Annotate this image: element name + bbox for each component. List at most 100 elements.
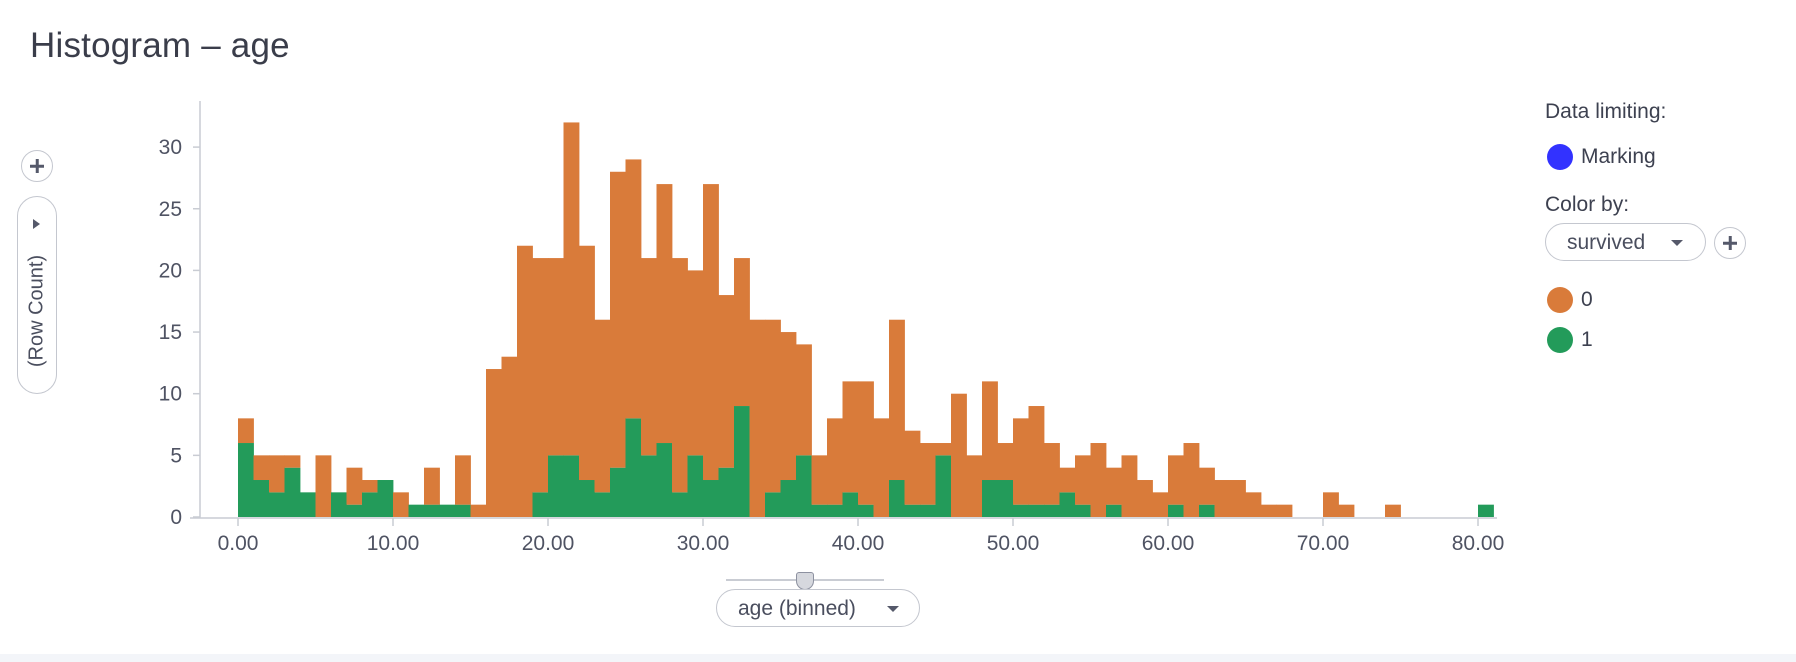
bar-survived-0[interactable] bbox=[455, 455, 471, 505]
bar-survived-0[interactable] bbox=[517, 245, 533, 518]
bar-survived-0[interactable] bbox=[672, 258, 688, 493]
bar-survived-0[interactable] bbox=[935, 443, 952, 456]
bar-survived-1[interactable] bbox=[269, 492, 285, 517]
bar-survived-0[interactable] bbox=[470, 504, 487, 517]
marking-label[interactable]: Marking bbox=[1581, 145, 1656, 168]
bar-survived-0[interactable] bbox=[486, 369, 502, 517]
bar-survived-0[interactable] bbox=[1261, 504, 1277, 517]
bar-survived-1[interactable] bbox=[563, 455, 580, 517]
bar-survived-1[interactable] bbox=[594, 492, 611, 517]
bar-survived-0[interactable] bbox=[393, 492, 409, 517]
bar-survived-0[interactable] bbox=[920, 443, 936, 505]
bar-survived-1[interactable] bbox=[439, 504, 456, 517]
bar-survived-1[interactable] bbox=[982, 480, 998, 517]
bar-survived-0[interactable] bbox=[269, 455, 285, 493]
bar-survived-0[interactable] bbox=[842, 381, 859, 493]
bar-survived-0[interactable] bbox=[703, 184, 719, 481]
bar-survived-0[interactable] bbox=[1152, 492, 1169, 517]
bar-survived-1[interactable] bbox=[408, 504, 425, 517]
bar-survived-1[interactable] bbox=[579, 480, 595, 517]
bar-survived-0[interactable] bbox=[1199, 467, 1215, 505]
bar-survived-0[interactable] bbox=[1276, 504, 1293, 517]
bar-survived-0[interactable] bbox=[501, 356, 518, 517]
bar-survived-0[interactable] bbox=[346, 467, 363, 505]
bar-survived-0[interactable] bbox=[548, 258, 564, 456]
bar-survived-0[interactable] bbox=[966, 455, 983, 517]
bar-survived-1[interactable] bbox=[362, 492, 378, 517]
bar-survived-1[interactable] bbox=[858, 504, 874, 517]
bin-slider-handle[interactable] bbox=[796, 572, 814, 590]
bar-survived-0[interactable] bbox=[827, 418, 843, 505]
bar-survived-0[interactable] bbox=[594, 319, 611, 493]
bar-survived-0[interactable] bbox=[718, 295, 735, 468]
bar-survived-0[interactable] bbox=[1013, 418, 1029, 505]
bar-survived-1[interactable] bbox=[1106, 504, 1122, 517]
bar-survived-0[interactable] bbox=[889, 319, 905, 481]
bar-survived-1[interactable] bbox=[1044, 504, 1060, 517]
bar-survived-1[interactable] bbox=[346, 504, 363, 517]
bar-survived-1[interactable] bbox=[1168, 504, 1184, 517]
bar-survived-0[interactable] bbox=[563, 122, 580, 456]
bar-survived-1[interactable] bbox=[780, 480, 797, 517]
bar-survived-0[interactable] bbox=[1059, 467, 1076, 493]
bar-survived-1[interactable] bbox=[300, 492, 316, 517]
bar-survived-1[interactable] bbox=[1075, 504, 1091, 517]
bar-survived-0[interactable] bbox=[796, 344, 812, 456]
bar-survived-0[interactable] bbox=[284, 455, 301, 468]
bar-survived-0[interactable] bbox=[532, 258, 549, 493]
bar-survived-0[interactable] bbox=[656, 184, 673, 444]
bar-survived-0[interactable] bbox=[951, 393, 967, 517]
bar-survived-1[interactable] bbox=[1013, 504, 1029, 517]
bar-survived-0[interactable] bbox=[1385, 504, 1401, 517]
bar-survived-1[interactable] bbox=[687, 455, 704, 517]
bar-survived-1[interactable] bbox=[455, 504, 471, 517]
bar-survived-0[interactable] bbox=[1075, 455, 1091, 505]
bar-survived-0[interactable] bbox=[1168, 455, 1184, 505]
bar-survived-0[interactable] bbox=[1323, 492, 1339, 517]
bar-survived-1[interactable] bbox=[889, 480, 905, 517]
bar-survived-0[interactable] bbox=[997, 443, 1014, 481]
bar-survived-1[interactable] bbox=[997, 480, 1014, 517]
x-axis-selector[interactable]: age (binned) bbox=[716, 589, 920, 627]
bar-survived-1[interactable] bbox=[796, 455, 812, 517]
add-color-button[interactable] bbox=[1714, 227, 1746, 259]
bar-survived-1[interactable] bbox=[1478, 504, 1494, 517]
bar-survived-0[interactable] bbox=[1090, 443, 1107, 517]
bar-survived-0[interactable] bbox=[982, 381, 998, 481]
bar-survived-1[interactable] bbox=[920, 504, 936, 517]
bar-survived-0[interactable] bbox=[904, 430, 921, 505]
bar-survived-1[interactable] bbox=[703, 480, 719, 517]
bar-survived-0[interactable] bbox=[610, 171, 626, 468]
bar-survived-0[interactable] bbox=[1214, 480, 1231, 517]
bar-survived-0[interactable] bbox=[749, 319, 766, 517]
bar-survived-1[interactable] bbox=[656, 443, 673, 517]
bar-survived-1[interactable] bbox=[253, 480, 270, 517]
bar-survived-0[interactable] bbox=[1245, 492, 1262, 517]
bar-survived-0[interactable] bbox=[641, 258, 657, 456]
bar-survived-1[interactable] bbox=[238, 443, 254, 517]
bar-survived-1[interactable] bbox=[1028, 504, 1045, 517]
bar-survived-0[interactable] bbox=[1106, 467, 1122, 505]
bar-survived-1[interactable] bbox=[672, 492, 688, 517]
bar-survived-0[interactable] bbox=[253, 455, 270, 481]
color-by-select[interactable]: survived bbox=[1545, 223, 1706, 261]
bar-survived-1[interactable] bbox=[377, 480, 394, 517]
bar-survived-0[interactable] bbox=[858, 381, 874, 505]
bar-survived-1[interactable] bbox=[827, 504, 843, 517]
bar-survived-1[interactable] bbox=[1059, 492, 1076, 517]
bar-survived-0[interactable] bbox=[734, 258, 750, 407]
histogram-bars[interactable] bbox=[238, 122, 1494, 518]
bar-survived-0[interactable] bbox=[687, 270, 704, 456]
bar-survived-0[interactable] bbox=[1230, 480, 1246, 517]
bar-survived-0[interactable] bbox=[1137, 480, 1153, 517]
bar-survived-0[interactable] bbox=[780, 332, 797, 481]
bar-survived-1[interactable] bbox=[610, 467, 626, 517]
bar-survived-1[interactable] bbox=[1199, 504, 1215, 517]
add-y-axis-button[interactable] bbox=[21, 150, 53, 182]
bar-survived-1[interactable] bbox=[904, 504, 921, 517]
bar-survived-0[interactable] bbox=[811, 455, 828, 505]
bar-survived-1[interactable] bbox=[641, 455, 657, 517]
bar-survived-1[interactable] bbox=[284, 467, 301, 517]
bar-survived-1[interactable] bbox=[424, 504, 440, 517]
